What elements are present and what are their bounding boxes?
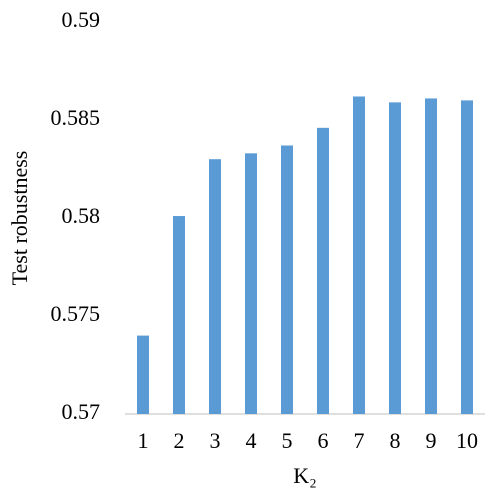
bar [461,100,473,415]
y-tick-label: 0.58 [62,203,101,228]
x-tick-label: 9 [426,428,437,453]
bar [137,335,149,414]
y-tick-label: 0.585 [51,105,101,130]
x-tick-label: 7 [354,428,365,453]
y-tick-label: 0.57 [62,399,101,424]
bar [281,145,293,415]
bar [389,102,401,415]
y-axis-label: Test robustness [7,151,32,286]
x-tick-label: 1 [138,428,149,453]
y-tick-label: 0.59 [62,7,101,32]
bar [317,127,329,414]
x-axis-label: K₂ [293,463,317,488]
bar [173,216,185,414]
x-tick-label: 2 [174,428,185,453]
x-tick-label: 3 [210,428,221,453]
bar [425,98,437,414]
x-tick-label: 6 [318,428,329,453]
x-tick-label: 10 [456,428,478,453]
x-tick-label: 8 [390,428,401,453]
y-tick-label: 0.575 [51,301,101,326]
bar [353,96,365,414]
x-tick-label: 5 [282,428,293,453]
bar [245,153,257,414]
x-tick-label: 4 [246,428,257,453]
bar [209,159,221,414]
